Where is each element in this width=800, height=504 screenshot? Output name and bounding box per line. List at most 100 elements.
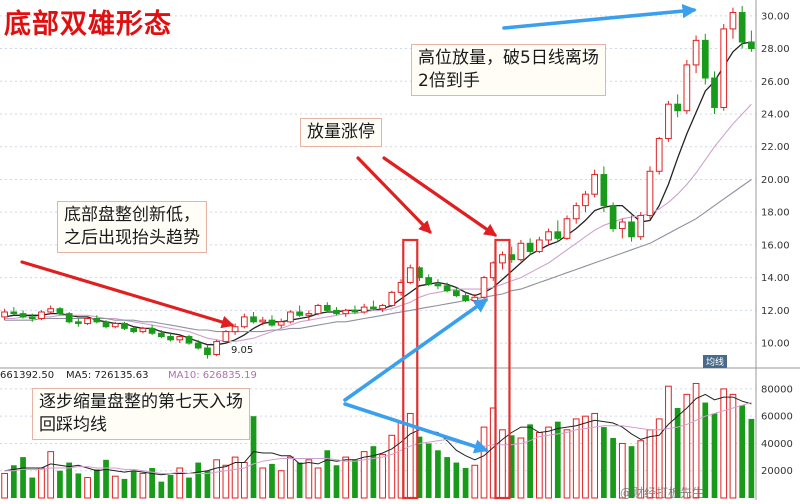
volume-bar	[582, 415, 589, 499]
candle	[351, 305, 359, 314]
volume-bar	[370, 446, 377, 498]
volume-label: 661392.50	[0, 370, 55, 381]
candle-body	[130, 327, 138, 333]
candle-body	[572, 205, 580, 220]
arrow-to-bottom	[20, 260, 235, 329]
price-tick-label: 10.00	[761, 339, 790, 350]
candle-body	[563, 218, 571, 239]
candle-body	[453, 290, 460, 297]
price-tick-label: 14.00	[761, 273, 790, 284]
candle	[637, 212, 645, 240]
candle-body	[28, 316, 36, 320]
candle-body	[84, 318, 91, 324]
volume-bar	[93, 469, 100, 498]
candle	[56, 307, 64, 316]
volume-bar	[222, 464, 230, 499]
candle-body	[480, 277, 488, 298]
volume-bar	[720, 388, 728, 499]
volume-bar	[38, 467, 45, 499]
arrow-layer	[20, 3, 697, 454]
volume-bar	[683, 393, 691, 499]
candle-body	[250, 316, 257, 323]
volume-bar	[111, 475, 119, 499]
volume-bar	[610, 438, 616, 498]
volume-bar	[167, 474, 174, 498]
volume-bar	[287, 456, 294, 499]
candle	[305, 310, 313, 321]
volume-bar	[259, 467, 267, 499]
candle	[111, 321, 119, 329]
candle	[296, 305, 303, 317]
candle	[1, 308, 8, 321]
candle-body	[646, 170, 654, 216]
candle	[47, 305, 55, 314]
price-tick-label: 20.00	[761, 175, 790, 186]
annotation-limit-up-text: 放量涨停	[307, 122, 375, 142]
candle	[748, 30, 755, 52]
candle-body	[47, 308, 55, 313]
candle	[600, 166, 608, 213]
candle	[443, 282, 451, 293]
candle-body	[434, 283, 442, 287]
volume-bar	[1, 472, 8, 499]
candle-body	[517, 242, 525, 261]
arrow-to-limit-up-1	[356, 156, 432, 234]
volume-bar	[305, 459, 313, 499]
candle-body	[665, 103, 672, 140]
volume-bar	[195, 462, 202, 498]
candle	[462, 292, 469, 303]
candle	[157, 330, 165, 339]
price-ma-line-ma5	[4, 41, 752, 346]
candle	[379, 303, 386, 312]
candle	[692, 35, 700, 74]
candle-body	[213, 340, 221, 356]
price-ma-line-ma20	[4, 179, 752, 333]
candle	[425, 274, 433, 286]
arrow-to-peak	[502, 3, 697, 30]
candle-body	[222, 331, 230, 342]
arrow-to-limit-up-2	[382, 156, 498, 237]
candle	[268, 315, 276, 327]
volume-bar	[591, 412, 599, 499]
volume-ma-line-ma5	[4, 393, 752, 476]
volume-ma10-label: MA10: 626835.19	[168, 370, 257, 381]
candle	[711, 71, 718, 114]
volume-bar	[563, 429, 571, 499]
candle	[609, 202, 617, 232]
annotation-high-volume-line-2: 2倍到手	[418, 71, 480, 91]
candle	[240, 313, 248, 329]
candle	[194, 339, 202, 350]
candle	[554, 220, 562, 242]
volume-bar	[379, 453, 386, 499]
candle-body	[19, 313, 27, 318]
candle-body	[462, 295, 469, 302]
candle-body	[591, 174, 599, 195]
candle-body	[379, 304, 386, 310]
volume-bar	[20, 457, 26, 498]
volume-tick-label: 80000	[761, 384, 793, 395]
volume-bar	[139, 472, 147, 499]
annotation-high-volume-line-1: 高位放量，破5日线离场	[418, 48, 599, 68]
candle-body	[56, 308, 64, 315]
candle-body	[65, 313, 73, 323]
candle	[572, 202, 580, 224]
candle	[370, 300, 377, 311]
volume-bar	[231, 456, 239, 499]
candle	[701, 33, 709, 85]
candle	[582, 190, 589, 213]
candle-body	[342, 309, 350, 315]
volume-ma-layer	[4, 393, 752, 476]
candle-body	[204, 347, 211, 356]
candle	[65, 312, 73, 324]
volume-ma-line-ma10	[4, 402, 752, 474]
candle	[10, 307, 18, 316]
candle	[535, 236, 543, 254]
volume-tick-label: 20000	[761, 466, 793, 477]
volume-tick-label: 40000	[761, 439, 793, 450]
candle	[729, 7, 737, 39]
volume-bar	[480, 426, 488, 499]
limit-up-highlight-1	[402, 238, 419, 500]
